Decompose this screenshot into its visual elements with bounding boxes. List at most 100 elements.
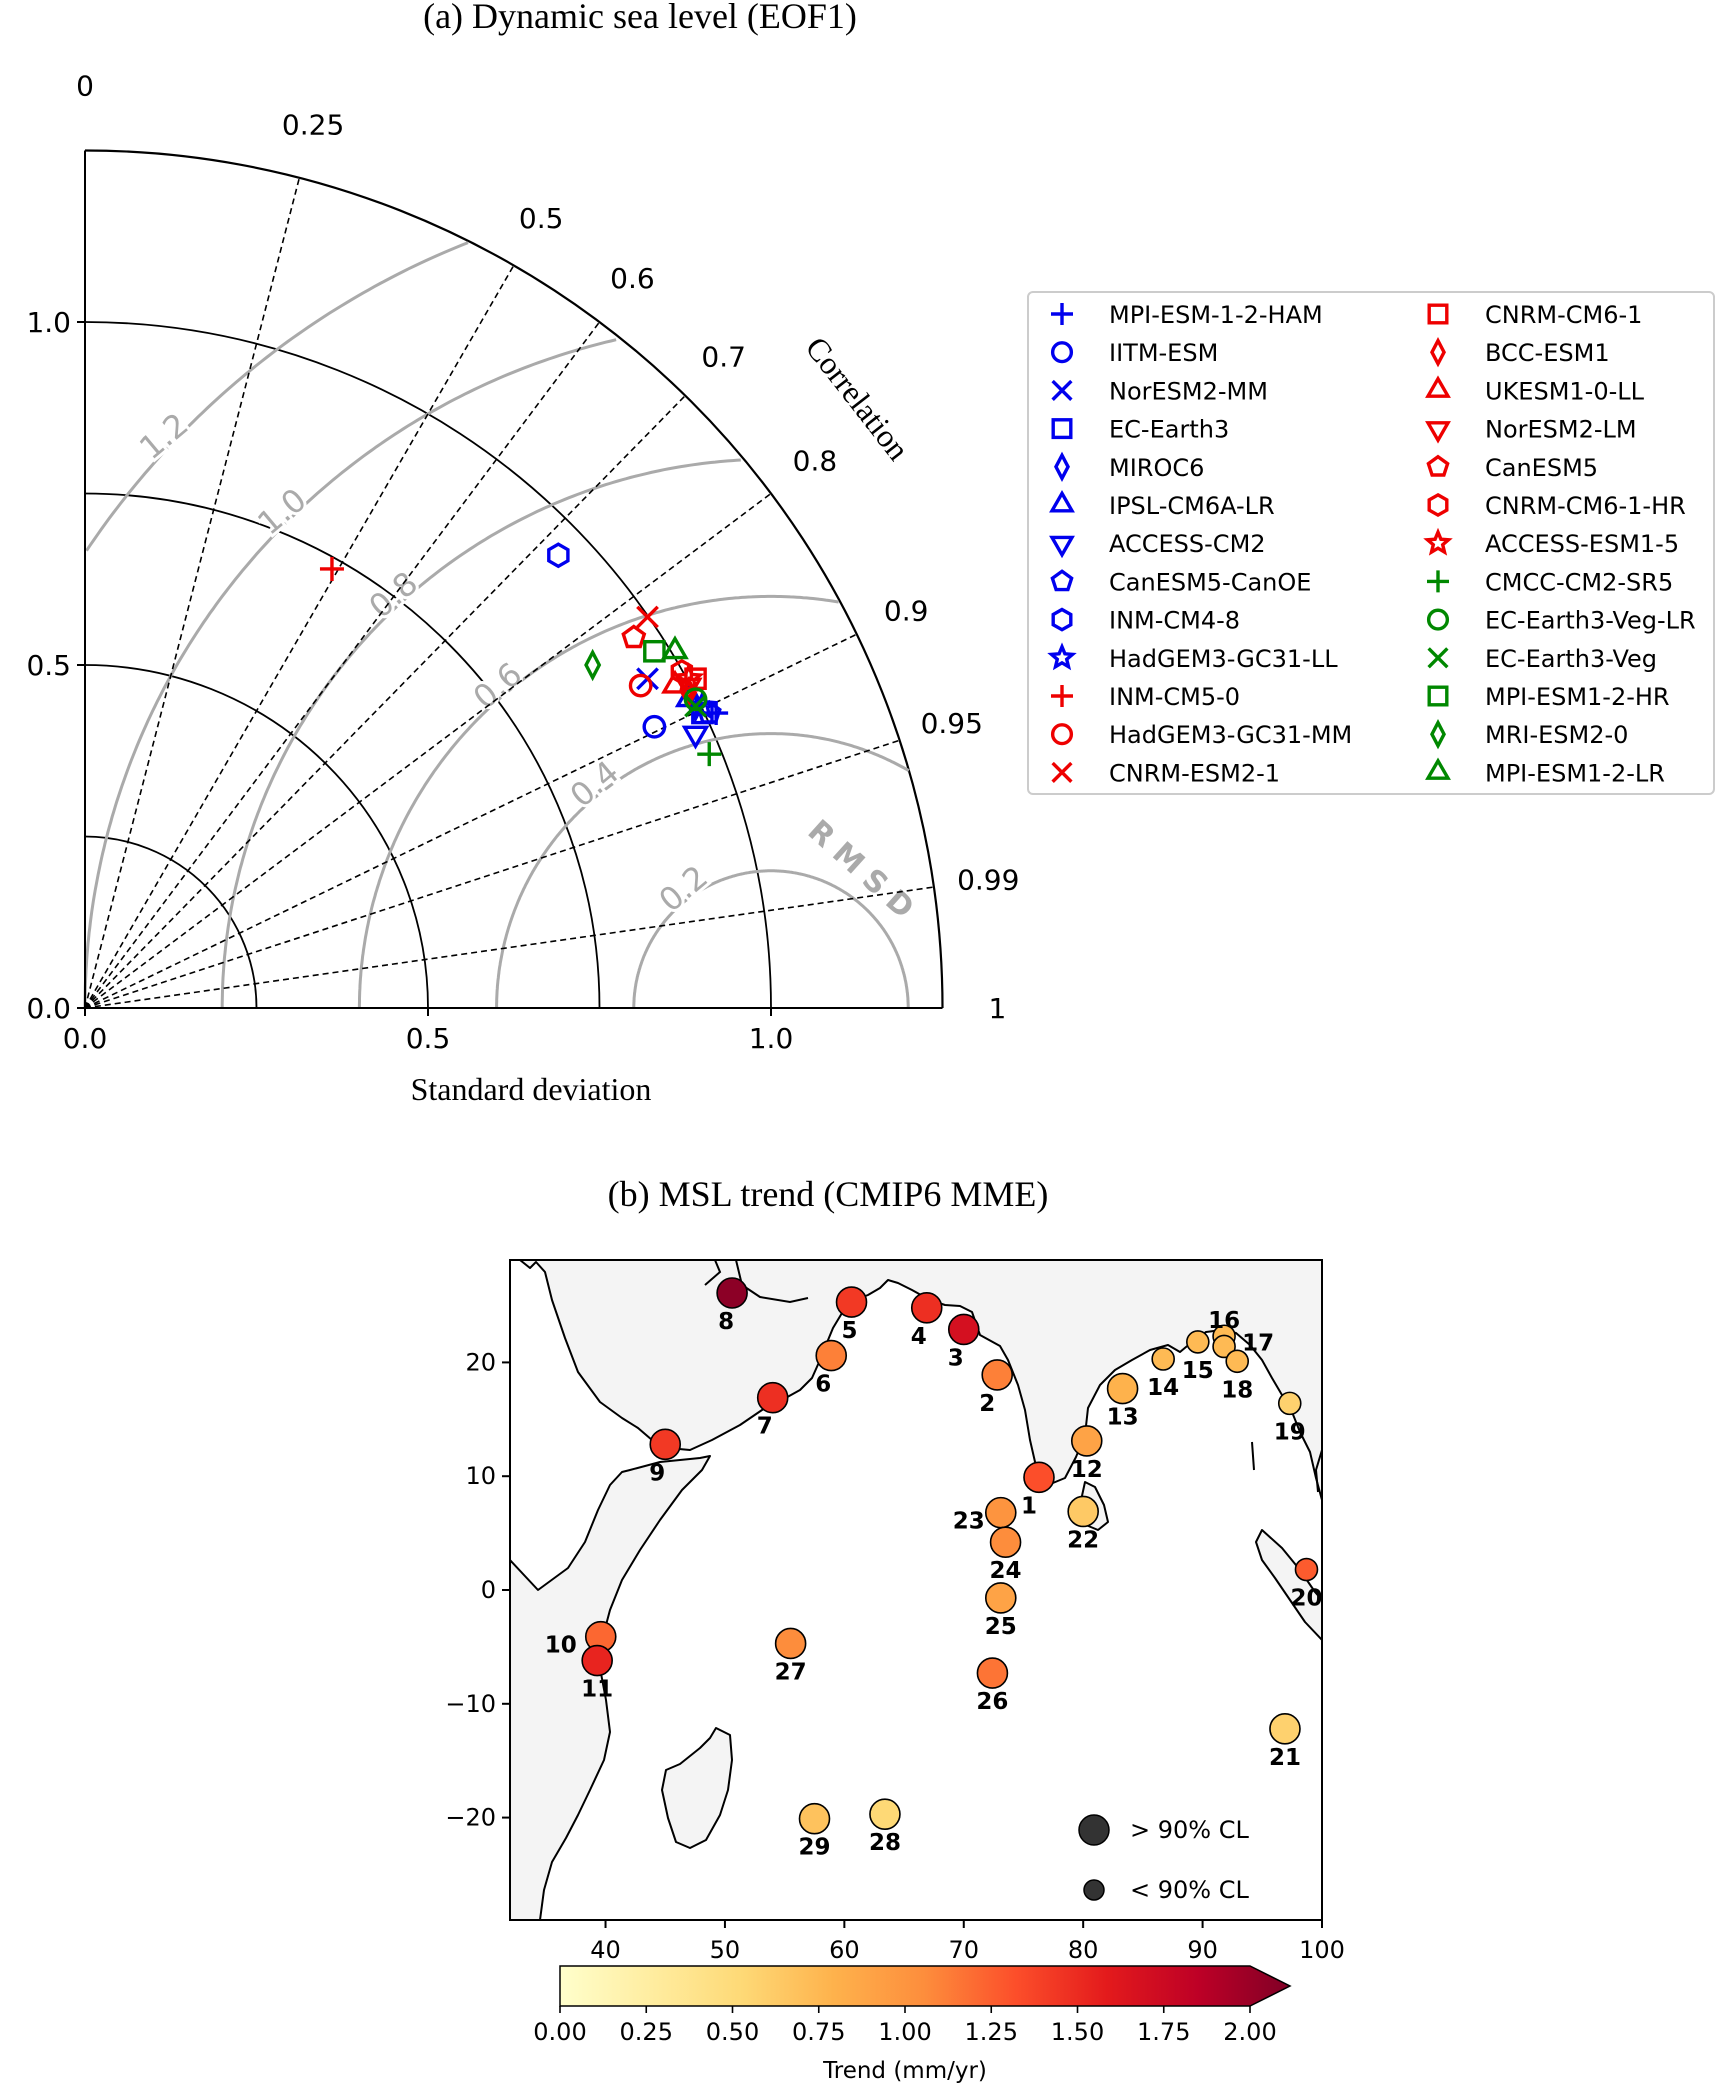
map-title: (b) MSL trend (CMIP6 MME) xyxy=(608,1174,1049,1214)
rmsd-label: 1.0 xyxy=(250,481,313,543)
legend-marker xyxy=(1050,569,1074,592)
legend-label: CanESM5 xyxy=(1485,454,1598,482)
legend-marker xyxy=(1051,303,1073,325)
legend-marker xyxy=(1425,375,1451,398)
legend-label: CMCC-CM2-SR5 xyxy=(1485,568,1673,596)
station-marker xyxy=(910,1291,943,1324)
colorbar-tick-label: 0.75 xyxy=(792,2018,845,2046)
taylor-grid xyxy=(84,149,944,1009)
station-marker xyxy=(984,1496,1017,1529)
correlation-line xyxy=(84,177,301,1009)
legend-label: MPI-ESM1-2-LR xyxy=(1485,759,1665,787)
y-tick-label: 1.0 xyxy=(26,306,71,339)
legend-label: CNRM-CM6-1-HR xyxy=(1485,492,1686,520)
station-marker xyxy=(976,1657,1009,1689)
model-marker xyxy=(628,673,653,698)
legend-label: HadGEM3-GC31-LL xyxy=(1109,645,1338,673)
land-madagascar xyxy=(661,1727,733,1849)
station-marker xyxy=(947,1313,980,1346)
colorbar-label: Trend (mm/yr) xyxy=(822,2058,987,2083)
size-legend-label: > 90% CL xyxy=(1130,1816,1249,1844)
map-x-tick-label: 90 xyxy=(1187,1936,1218,1964)
legend-marker xyxy=(1427,303,1449,325)
station-markers: 1234567891011121314151617181920212223242… xyxy=(545,1277,1322,1861)
station-label: 23 xyxy=(953,1509,985,1535)
map-x-tick-label: 50 xyxy=(710,1936,741,1964)
correlation-tick: 0.7 xyxy=(701,340,746,373)
rmsd-contour xyxy=(220,458,741,1008)
station-label: 10 xyxy=(545,1633,577,1659)
correlation-tick: 1 xyxy=(988,992,1006,1025)
station-label: 7 xyxy=(757,1414,773,1440)
correlation-line xyxy=(84,321,601,1009)
rmsd-contour xyxy=(632,869,910,1008)
legend-label: NorESM2-LM xyxy=(1485,416,1637,444)
map-y-tick-label: −20 xyxy=(445,1804,496,1832)
map-x-tick-label: 60 xyxy=(829,1936,860,1964)
taylor-x-axis-label: Standard deviation xyxy=(411,1071,652,1107)
legend-label: INM-CM4-8 xyxy=(1109,607,1240,635)
station-label: 1 xyxy=(1021,1493,1037,1519)
rmsd-contour xyxy=(85,241,469,552)
station-label: 16 xyxy=(1208,1308,1240,1334)
station-marker xyxy=(1106,1372,1139,1405)
station-marker xyxy=(1269,1713,1301,1745)
legend-label: EC-Earth3-Veg-LR xyxy=(1485,607,1696,635)
legend-marker xyxy=(1051,418,1073,440)
correlation-tick: 0.9 xyxy=(884,594,929,627)
station-marker xyxy=(869,1798,901,1830)
station-marker xyxy=(716,1277,748,1309)
legend-marker xyxy=(1426,608,1450,631)
legend-marker xyxy=(1051,685,1073,707)
model-marker xyxy=(584,648,602,682)
std-arc xyxy=(84,321,772,1009)
rmsd-label: 0.6 xyxy=(466,655,529,717)
station-label: 3 xyxy=(948,1345,964,1371)
model-marker xyxy=(661,635,689,660)
station-label: 2 xyxy=(979,1391,995,1417)
station-marker xyxy=(989,1526,1022,1559)
legend-label: UKESM1-0-LL xyxy=(1485,377,1645,405)
station-label: 13 xyxy=(1107,1405,1139,1431)
std-arc xyxy=(84,664,429,1009)
legend-label: NorESM2-MM xyxy=(1109,377,1268,405)
legend-label: CanESM5-CanOE xyxy=(1109,568,1311,596)
station-label: 14 xyxy=(1147,1375,1179,1401)
station-label: 11 xyxy=(581,1677,613,1703)
legend-marker xyxy=(1051,761,1073,783)
model-marker xyxy=(683,687,708,712)
colorbar-tick-label: 1.00 xyxy=(878,2018,931,2046)
correlation-lines: 0 0.25 0.5 0.6 0.7 0.8 0.9 0.95 0.99 1 xyxy=(76,70,1019,1025)
legend-label: IITM-ESM xyxy=(1109,339,1218,367)
station-label: 19 xyxy=(1274,1419,1306,1445)
size-legend-marker xyxy=(1078,1814,1110,1846)
legend-label: HadGEM3-GC31-MM xyxy=(1109,721,1352,749)
colorbar-ticks: 0.00 0.25 0.50 0.75 1.00 1.25 1.50 1.75 2.00 xyxy=(533,2006,1277,2046)
station-marker xyxy=(1277,1391,1302,1416)
map-x-tick-label: 100 xyxy=(1299,1936,1345,1964)
legend-marker xyxy=(1051,379,1073,401)
legend-marker xyxy=(1430,718,1446,750)
legend-marker xyxy=(1430,336,1446,368)
taylor-title: (a) Dynamic sea level (EOF1) xyxy=(423,0,857,36)
station-marker xyxy=(798,1802,831,1835)
station-label: 21 xyxy=(1269,1745,1301,1771)
station-marker xyxy=(1067,1495,1099,1528)
map-y-tick-label: 0 xyxy=(481,1576,496,1604)
map-y-tick-label: 20 xyxy=(465,1348,496,1376)
station-marker xyxy=(1186,1330,1210,1354)
station-label: 15 xyxy=(1182,1358,1214,1384)
correlation-line xyxy=(84,739,900,1009)
legend-label: BCC-ESM1 xyxy=(1485,339,1610,367)
station-label: 25 xyxy=(985,1614,1017,1640)
map-x-tick-label: 70 xyxy=(948,1936,979,1964)
correlation-tick: 0.6 xyxy=(610,262,655,295)
legend-marker xyxy=(1049,535,1075,559)
correlation-tick: 0 xyxy=(76,70,94,103)
std-arc xyxy=(84,835,258,1009)
legend-label: ACCESS-CM2 xyxy=(1109,530,1266,558)
colorbar-tick-label: 1.75 xyxy=(1137,2018,1190,2046)
correlation-line xyxy=(84,633,858,1009)
correlation-line xyxy=(84,264,515,1009)
